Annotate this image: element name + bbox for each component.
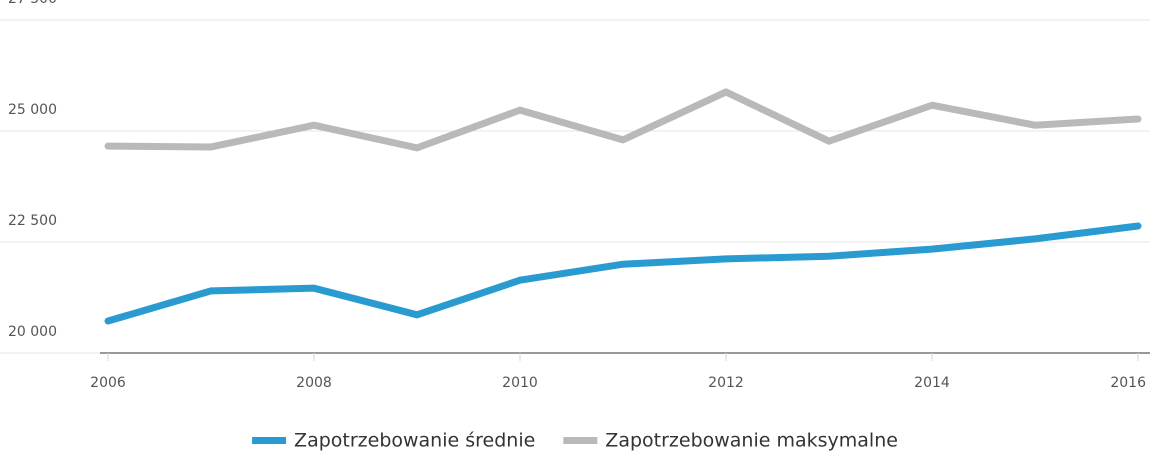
x-tick-label: 2006 bbox=[90, 375, 126, 391]
y-tick-label: 20 000 bbox=[8, 324, 57, 340]
x-tick-label: 2014 bbox=[914, 375, 950, 391]
y-tick-label: 27 500 bbox=[8, 0, 57, 7]
x-tick-label: 2010 bbox=[502, 375, 538, 391]
series-line bbox=[104, 222, 1142, 325]
legend-swatch bbox=[252, 437, 287, 444]
y-tick-label: 22 500 bbox=[8, 213, 57, 229]
x-tick-label: 2008 bbox=[296, 375, 332, 391]
x-tick-label: 2012 bbox=[708, 375, 744, 391]
x-tick-label: 2016 bbox=[1110, 375, 1146, 391]
y-tick-label: 25 000 bbox=[8, 102, 57, 118]
legend-swatch bbox=[563, 437, 598, 444]
legend-label: Zapotrzebowanie maksymalne bbox=[605, 430, 898, 452]
legend-label: Zapotrzebowanie średnie bbox=[294, 430, 535, 452]
series-line bbox=[104, 88, 1142, 152]
